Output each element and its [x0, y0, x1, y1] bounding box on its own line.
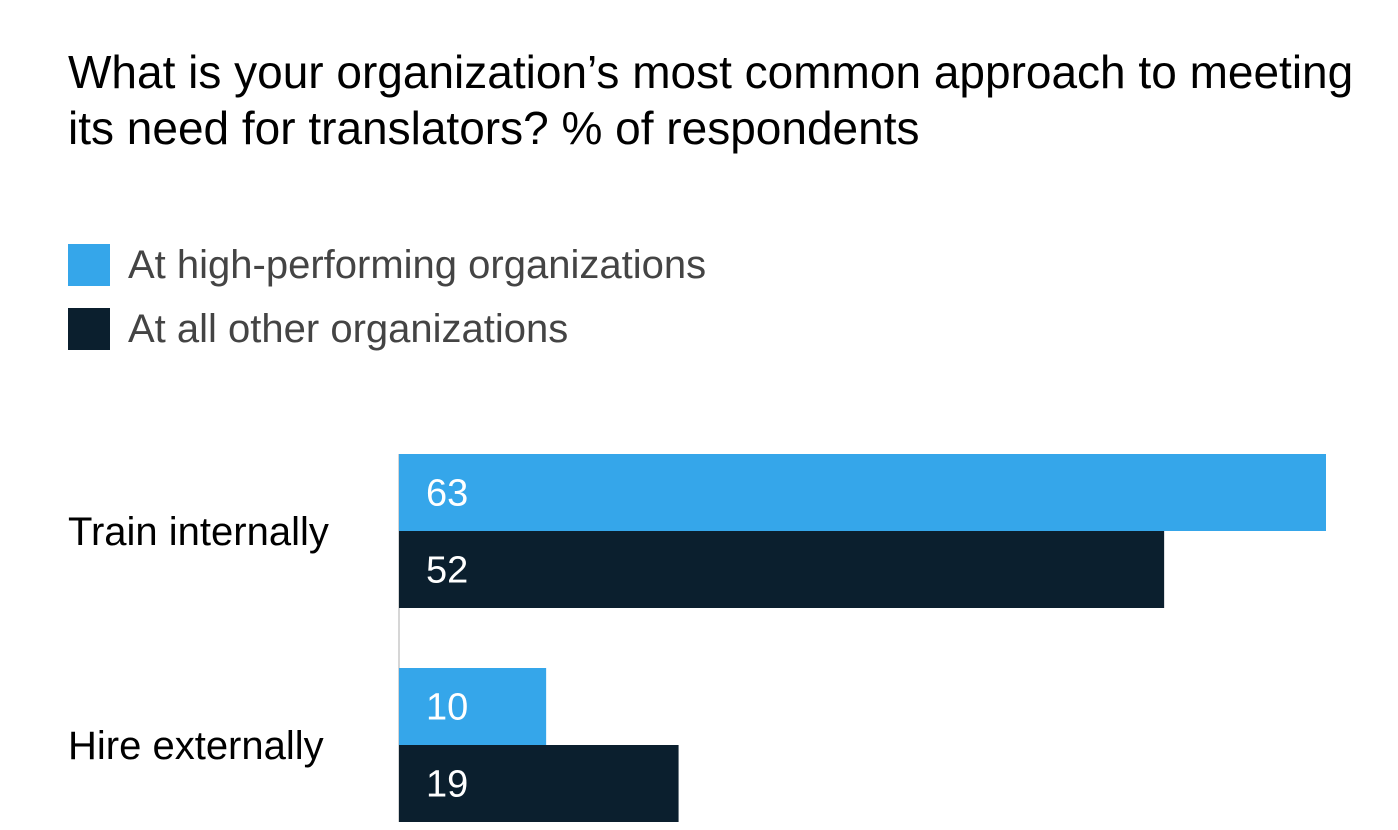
category-label: Hire externally — [68, 724, 324, 768]
bar-value-label: 63 — [426, 473, 468, 515]
bar-value-label: 52 — [426, 550, 468, 592]
category-label: Train internally — [68, 510, 329, 554]
legend-label-high-performing: At high-performing organizations — [128, 243, 707, 287]
legend-swatch-high-performing — [68, 244, 110, 286]
bar — [399, 745, 679, 822]
legend-swatch-all-other — [68, 308, 110, 350]
legend-label-all-other: At all other organizations — [128, 307, 569, 351]
chart-title: What is your organization’s most common … — [68, 46, 1354, 154]
bar-value-label: 10 — [426, 687, 468, 729]
bar-value-label: 19 — [426, 764, 468, 806]
bar — [399, 531, 1165, 608]
bar — [399, 454, 1326, 531]
bar — [399, 668, 547, 745]
